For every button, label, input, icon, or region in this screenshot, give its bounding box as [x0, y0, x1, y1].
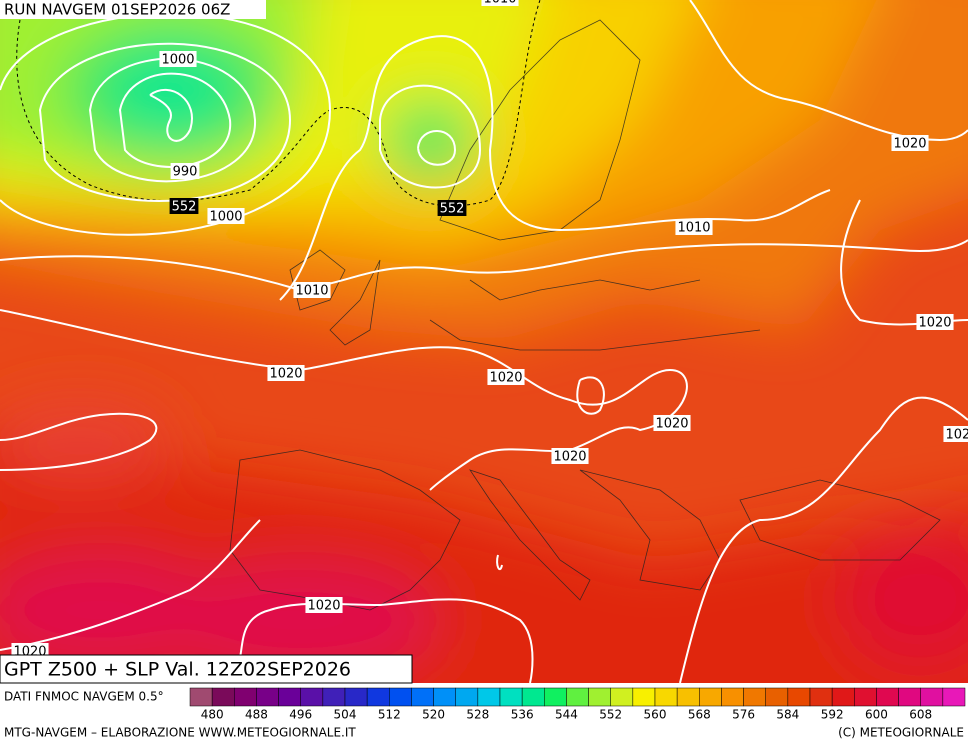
color-box	[898, 687, 921, 707]
contour-label-bg	[481, 0, 519, 6]
contour-label: 1010	[295, 284, 328, 299]
legend-tick-label: 600	[865, 708, 888, 722]
color-legend: 480 488 496 504 512 520 528 536 544 552 560 568 576 5…	[189, 687, 966, 722]
color-box	[211, 687, 235, 707]
contour-label-bg	[170, 163, 200, 179]
contour-label-bg	[293, 282, 331, 298]
contour-label: 552	[172, 200, 197, 215]
contour-label: 1020	[655, 417, 688, 432]
contour-label: 1020	[269, 367, 302, 382]
legend-tick-label: 608	[909, 708, 932, 722]
color-box	[499, 687, 523, 707]
contour-label-bg	[916, 314, 954, 330]
coastlines	[229, 19, 941, 611]
contour-label-bg	[267, 365, 305, 381]
color-box	[676, 687, 700, 707]
contour-label-bg	[551, 448, 589, 464]
color-box	[876, 687, 899, 707]
contour-label-bg	[675, 219, 713, 235]
color-box	[610, 687, 634, 707]
contour-label: 552	[440, 202, 465, 217]
color-box	[366, 687, 390, 707]
contour-label: 990	[173, 165, 198, 180]
color-box	[433, 687, 456, 707]
contour-label-bg	[169, 198, 199, 214]
color-box	[765, 687, 789, 707]
contour-label: 1020	[553, 450, 586, 465]
map-title: GPT Z500 + SLP Val. 12Z02SEP2026	[4, 659, 351, 681]
contour-label: 1020	[307, 599, 340, 614]
color-box	[588, 687, 611, 707]
color-box	[743, 687, 766, 707]
color-box	[189, 687, 213, 707]
header-box	[0, 0, 266, 19]
color-box	[809, 687, 833, 707]
color-box	[234, 687, 257, 707]
color-box	[344, 687, 368, 707]
legend-tick-label: 552	[599, 708, 622, 722]
legend-tick-label: 528	[466, 708, 489, 722]
color-box	[566, 687, 589, 707]
contour-label: 1010	[483, 0, 516, 7]
color-box	[632, 687, 656, 707]
legend-tick-label: 512	[378, 708, 401, 722]
color-box	[411, 687, 434, 707]
legend-tick-label: 568	[688, 708, 711, 722]
color-box	[920, 687, 944, 707]
contour-label: 1020	[945, 428, 968, 443]
color-box	[854, 687, 877, 707]
color-box	[521, 687, 545, 707]
legend-tick-label: 560	[644, 708, 667, 722]
color-box	[699, 687, 722, 707]
color-box	[787, 687, 811, 707]
contour-label: 1000	[209, 210, 242, 225]
color-box	[455, 687, 479, 707]
legend-tick-label: 520	[422, 708, 445, 722]
color-box	[322, 687, 346, 707]
legend-tick-label: 584	[776, 708, 799, 722]
isobars	[0, 0, 968, 683]
color-box	[256, 687, 279, 707]
color-box	[300, 687, 324, 707]
credit-right: (C) METEOGIORNALE	[838, 726, 964, 740]
contour-label: 1000	[161, 53, 194, 68]
legend-tick-label: 488	[245, 708, 268, 722]
contour-label-bg	[943, 426, 968, 442]
contour-label: 1020	[918, 316, 951, 331]
legend-tick-label: 504	[334, 708, 357, 722]
contour-label: 1020	[489, 371, 522, 386]
source-label: DATI FNMOC NAVGEM 0.5°	[4, 690, 164, 704]
color-box	[831, 687, 855, 707]
contour-label-bg	[159, 51, 197, 67]
color-box	[477, 687, 501, 707]
contour-label-bg	[891, 135, 929, 151]
color-box	[278, 687, 301, 707]
contour-label-bg	[487, 369, 525, 385]
color-box	[389, 687, 412, 707]
legend-tick-label: 480	[201, 708, 224, 722]
contour-label-bg	[305, 597, 343, 613]
credit-left: MTG-NAVGEM – ELABORAZIONE WWW.METEOGIORN…	[4, 726, 356, 740]
color-box	[942, 687, 966, 707]
color-box	[721, 687, 744, 707]
contour-label-bg	[437, 200, 467, 216]
run-label: RUN NAVGEM 01SEP2026 06Z	[4, 1, 230, 19]
legend-tick-label: 496	[289, 708, 312, 722]
legend-tick-label: 544	[555, 708, 578, 722]
title-box	[0, 654, 413, 684]
contour-label-bg	[653, 415, 691, 431]
contour-label-bg	[207, 208, 245, 224]
contour-labels: 1010 1000 990 552 1000 552 1020 1010 1010 1020 102…	[11, 0, 968, 660]
color-box	[654, 687, 678, 707]
contour-label: 1010	[677, 221, 710, 236]
color-box	[544, 687, 567, 707]
legend-tick-label: 592	[821, 708, 844, 722]
contour-label: 1020	[893, 137, 926, 152]
legend-tick-label: 536	[511, 708, 534, 722]
legend-tick-label: 576	[732, 708, 755, 722]
